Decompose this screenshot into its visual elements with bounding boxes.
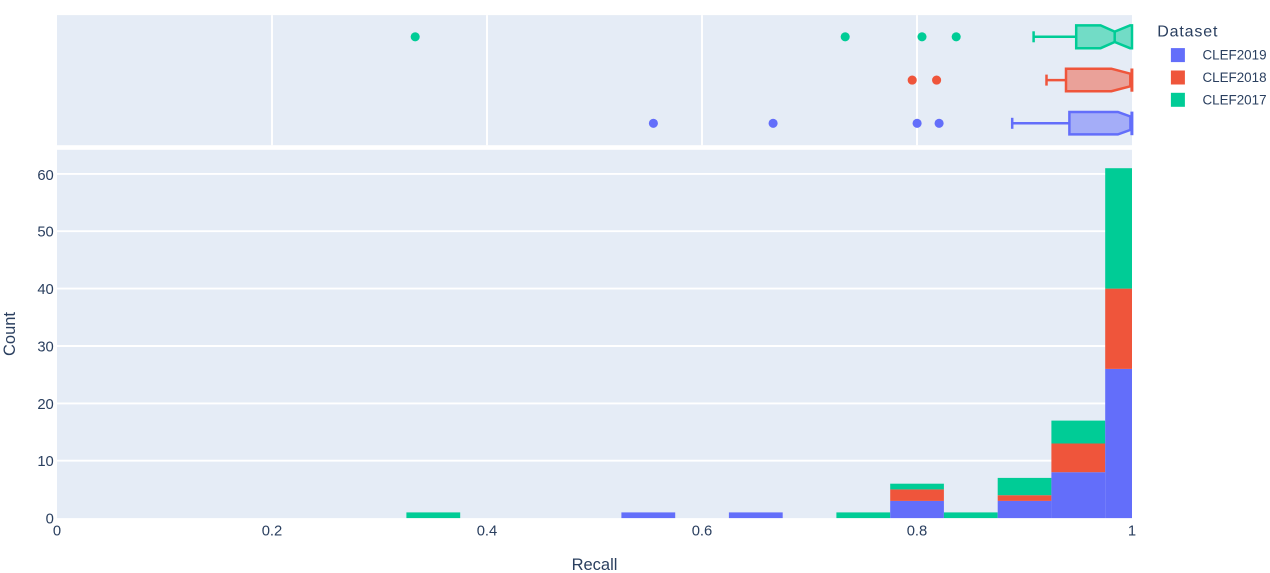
svg-text:30: 30	[37, 340, 53, 356]
svg-text:1: 1	[1128, 523, 1136, 539]
svg-text:60: 60	[37, 168, 53, 184]
svg-text:50: 50	[37, 225, 53, 241]
svg-text:20: 20	[37, 397, 53, 413]
svg-text:Count: Count	[1, 312, 19, 356]
svg-text:0.6: 0.6	[692, 523, 713, 539]
svg-text:CLEF2018: CLEF2018	[1203, 70, 1267, 85]
svg-text:Dataset: Dataset	[1157, 23, 1218, 40]
svg-text:0: 0	[53, 523, 61, 539]
svg-text:10: 10	[37, 454, 53, 470]
svg-text:0.8: 0.8	[907, 523, 928, 539]
svg-text:Recall: Recall	[572, 556, 618, 573]
svg-text:0.4: 0.4	[477, 523, 498, 539]
svg-text:CLEF2017: CLEF2017	[1203, 92, 1267, 107]
svg-text:CLEF2019: CLEF2019	[1203, 48, 1267, 63]
svg-text:0: 0	[46, 512, 54, 528]
svg-text:40: 40	[37, 282, 53, 298]
svg-text:0.2: 0.2	[262, 523, 283, 539]
